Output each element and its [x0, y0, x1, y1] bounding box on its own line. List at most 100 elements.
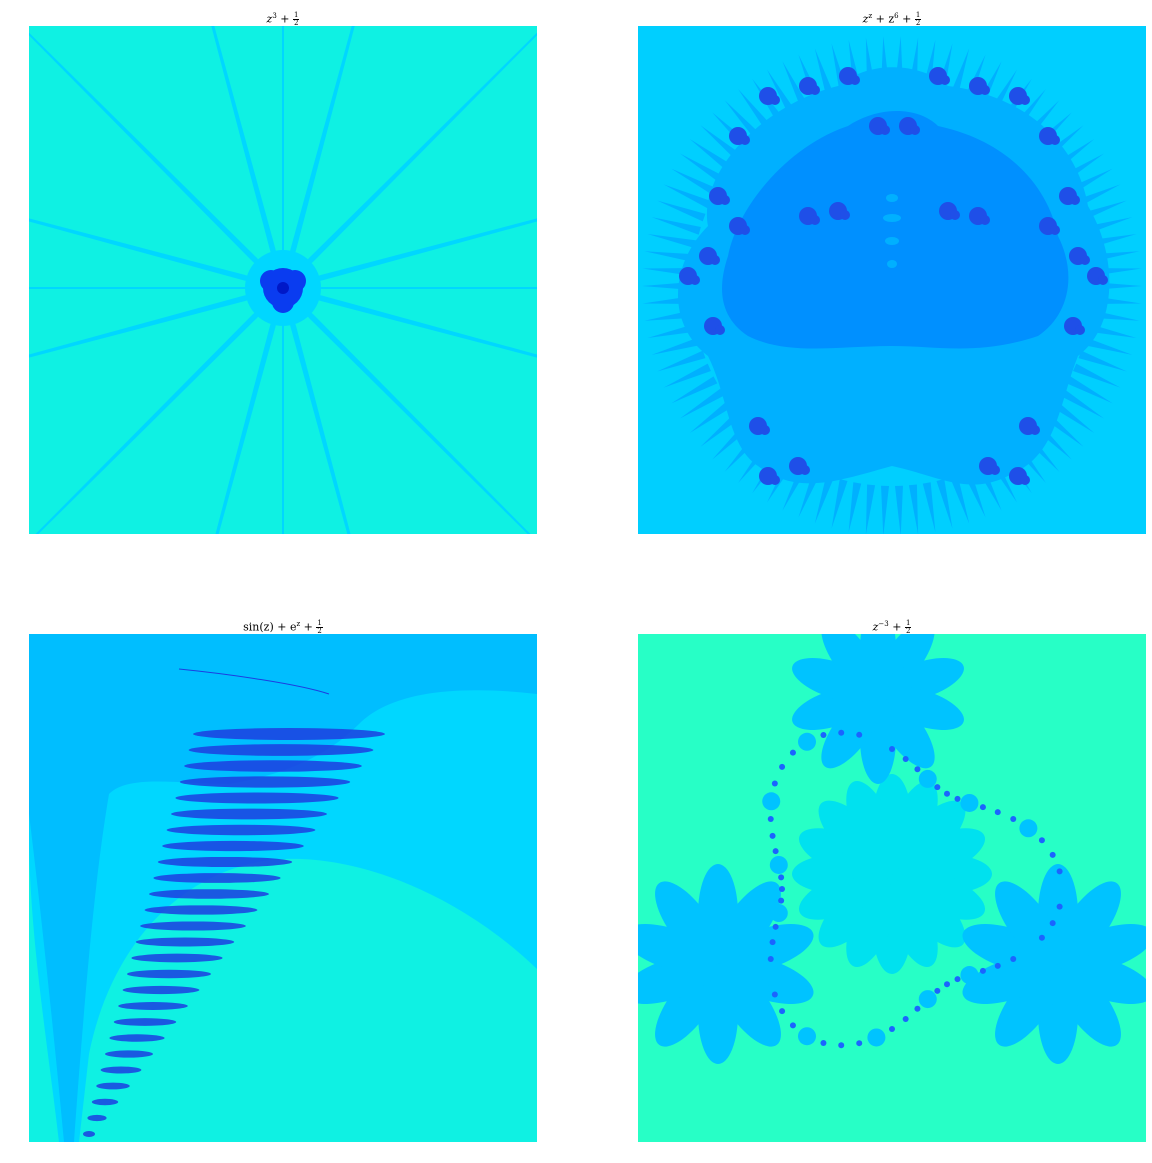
dark-cluster — [980, 85, 990, 95]
dark-cluster — [1080, 255, 1090, 265]
ring-bud — [960, 966, 979, 985]
dark-cluster — [950, 210, 960, 220]
edge-spike — [848, 482, 862, 533]
fractal-streak — [175, 792, 339, 804]
title-1-tail: + — [276, 12, 290, 26]
fractal-streak — [105, 1050, 153, 1058]
dark-cluster — [715, 325, 725, 335]
fractal-streak — [144, 905, 258, 915]
dark-cluster — [720, 195, 730, 205]
fractal-streak — [83, 1131, 95, 1137]
frac-num: 1 — [293, 11, 300, 21]
edge-spike — [651, 217, 701, 235]
core-lobe — [260, 270, 282, 292]
plot-2-center-marks — [883, 194, 901, 268]
dark-cluster — [740, 135, 750, 145]
dark-cluster — [940, 75, 950, 85]
ring-bud — [918, 990, 937, 1009]
ring-bud — [902, 1016, 909, 1023]
ring-bud — [954, 795, 961, 802]
edge-spike — [689, 400, 733, 433]
star-ray — [283, 288, 351, 534]
ring-bud — [1056, 868, 1063, 875]
fractal-streak — [96, 1082, 130, 1090]
ring-bud — [867, 1028, 886, 1047]
edge-spike — [814, 48, 835, 98]
ring-bud — [789, 1022, 796, 1029]
star-ray — [215, 288, 283, 534]
edge-spike — [831, 479, 848, 529]
ring-bud — [762, 792, 781, 811]
right-flower-petal — [995, 881, 1063, 966]
ring-bud — [994, 962, 1001, 969]
fractal-streak — [179, 776, 351, 788]
fractal-streak — [127, 969, 211, 979]
fractal-plot-1 — [29, 26, 537, 534]
title-3-tail: + — [300, 620, 313, 634]
fractal-streak — [166, 824, 316, 836]
edge-spike — [1073, 363, 1121, 388]
ring-bud — [1019, 940, 1038, 959]
top-flower-petal — [877, 685, 964, 730]
ring-bud — [1010, 816, 1017, 822]
edge-spike — [651, 337, 701, 355]
center-mark — [885, 237, 899, 245]
ring-bud — [1010, 956, 1017, 962]
plot-1-rays — [29, 26, 537, 534]
edge-spike — [689, 139, 733, 172]
ring-bud — [889, 1026, 895, 1032]
ring-bud — [902, 755, 909, 762]
fractal-image-2 — [638, 26, 1146, 534]
title-1-exp: 3 — [272, 12, 277, 20]
title-1-main: z — [266, 12, 273, 26]
edge-spike — [865, 484, 876, 534]
fractal-plot-4 — [638, 634, 1146, 1142]
fractal-streak — [171, 808, 327, 820]
edge-spike — [663, 363, 711, 388]
ring-bud — [1019, 819, 1038, 838]
ring-bud — [934, 784, 941, 791]
ring-bud — [771, 780, 778, 787]
ring-bud — [867, 731, 886, 750]
fractal-plot-2 — [638, 26, 1146, 534]
title-2-tail: + — [898, 12, 912, 26]
ring-bud — [771, 991, 778, 998]
frac-num: 1 — [904, 619, 912, 629]
fractal-streak — [140, 921, 246, 931]
star-ray — [283, 288, 531, 534]
ring-bud — [960, 793, 979, 812]
ring-bud — [934, 987, 941, 994]
edge-spike — [644, 251, 695, 263]
dark-cluster — [1030, 425, 1040, 435]
edge-spike — [1083, 337, 1133, 355]
frac-den: 2 — [905, 627, 911, 636]
ring-bud — [838, 1042, 845, 1049]
top-flower-petal — [792, 658, 879, 703]
core-center — [277, 282, 289, 294]
fractal-streak — [118, 1002, 188, 1010]
ring-bud — [914, 766, 921, 773]
ring-bud — [1049, 920, 1056, 927]
plot-3-streaks — [83, 668, 385, 1137]
dark-cluster — [840, 210, 850, 220]
center-mark — [887, 260, 897, 268]
edge-spike — [647, 234, 698, 249]
ring-bud — [944, 981, 950, 988]
ring-bud — [769, 904, 788, 923]
ring-bud — [820, 1039, 827, 1046]
dark-cluster — [1050, 135, 1060, 145]
ring-bud — [1049, 851, 1056, 858]
plot-3-band-inner — [29, 634, 537, 1142]
plot-2-clusters — [679, 67, 1108, 485]
fractal-streak — [100, 1066, 142, 1074]
ring-bud — [820, 732, 827, 739]
fractal-streak — [149, 889, 269, 899]
star-ray — [283, 32, 537, 288]
ring-bud — [772, 848, 779, 855]
edge-spike — [949, 48, 970, 98]
frac-den: 2 — [294, 19, 299, 28]
fractal-streak — [131, 953, 223, 963]
ring-bud — [889, 746, 895, 752]
